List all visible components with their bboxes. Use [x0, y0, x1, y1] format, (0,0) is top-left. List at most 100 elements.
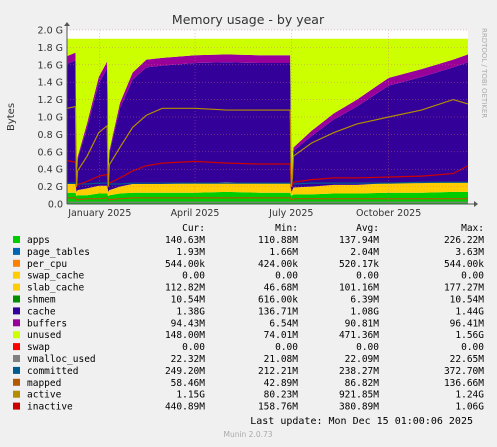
- legend-value: 0.00: [182, 271, 205, 282]
- last-update: Last update: Mon Dec 15 01:00:06 2025: [250, 416, 473, 427]
- legend-value: 0.00: [356, 342, 379, 353]
- y-tick-label: 1.4 G: [38, 78, 64, 89]
- legend-value: 544.00k: [444, 259, 484, 270]
- legend-value: 0.00: [356, 271, 379, 282]
- legend-value: 58.46M: [171, 378, 206, 389]
- legend-value: 2.04M: [350, 247, 379, 258]
- legend-value: 1.38G: [176, 306, 205, 317]
- legend-label: buffers: [27, 318, 67, 329]
- chart-title: Memory usage - by year: [172, 12, 325, 27]
- legend-label: swap: [27, 342, 50, 353]
- legend-value: 471.36M: [339, 330, 379, 341]
- y-tick-label: 0.8 G: [38, 130, 64, 141]
- legend-header: Max:: [461, 223, 484, 234]
- munin-version: Munin 2.0.73: [223, 430, 272, 439]
- legend-label: active: [27, 390, 62, 401]
- legend-label: apps: [27, 235, 50, 246]
- legend-label: page_tables: [27, 247, 90, 258]
- legend-value: 616.00k: [258, 295, 298, 306]
- legend-value: 249.20M: [165, 366, 205, 377]
- legend-value: 238.27M: [339, 366, 379, 377]
- legend-swatch-vmalloc-used: [13, 355, 20, 362]
- legend-value: 46.68M: [264, 283, 299, 294]
- legend-value: 74.01M: [264, 330, 299, 341]
- legend-value: 1.44G: [455, 306, 484, 317]
- line-mapped: [67, 197, 468, 201]
- legend-label: shmem: [27, 295, 56, 306]
- legend-value: 140.63M: [165, 235, 205, 246]
- legend-header: Cur:: [182, 223, 205, 234]
- legend-value: 137.94M: [339, 235, 379, 246]
- y-axis-label: Bytes: [6, 103, 17, 131]
- legend-value: 520.17k: [339, 259, 379, 270]
- legend-swatch-mapped: [13, 378, 20, 386]
- area-slab-cache: [67, 182, 468, 197]
- legend-value: 1.66M: [269, 247, 298, 258]
- legend-value: 22.65M: [450, 354, 485, 365]
- legend-label: inactive: [27, 402, 73, 413]
- legend-label: cache: [27, 306, 56, 317]
- legend-value: 424.00k: [258, 259, 298, 270]
- y-tick-label: 1.6 G: [38, 60, 64, 71]
- legend-value: 110.88M: [258, 235, 298, 246]
- legend-swatch-apps: [13, 236, 20, 243]
- legend-value: 921.85M: [339, 390, 379, 401]
- legend-value: 0.00: [275, 271, 298, 282]
- gridlines: [67, 29, 468, 204]
- y-tick-label: 1.8 G: [38, 43, 64, 54]
- x-tick-labels: January 2025 April 2025 July 2025 October 2…: [67, 208, 421, 219]
- legend-value: 544.00k: [165, 259, 205, 270]
- y-tick-label: 1.2 G: [38, 95, 64, 106]
- legend-value: 380.89M: [339, 402, 379, 413]
- legend-value: 0.00: [461, 271, 484, 282]
- axes: [64, 22, 478, 207]
- x-axis-arrow: [474, 201, 478, 207]
- area-buffers: [67, 52, 468, 180]
- legend-swatch-slab-cache: [13, 283, 20, 291]
- legend-value: 21.08M: [264, 354, 299, 365]
- legend-value: 1.06G: [455, 402, 484, 413]
- legend-label: vmalloc_used: [27, 354, 96, 365]
- x-tick-label: July 2025: [268, 208, 313, 219]
- legend-swatch-page-tables: [13, 247, 20, 255]
- area-unused: [67, 38, 468, 179]
- legend-value: 1.56G: [455, 330, 484, 341]
- legend-swatch-swap-cache: [13, 271, 20, 279]
- y-tick-label: 0.6 G: [38, 147, 64, 158]
- legend-value: 0.00: [461, 342, 484, 353]
- legend-value: 3.63M: [455, 247, 484, 258]
- legend-label: committed: [27, 366, 78, 377]
- legend-value: 10.54M: [450, 295, 485, 306]
- legend-swatch-swap: [13, 343, 20, 351]
- legend-value: 136.66M: [444, 378, 484, 389]
- legend-swatch-unused: [13, 331, 20, 339]
- y-tick-label: 0.4 G: [38, 165, 64, 176]
- legend-swatch-shmem: [13, 295, 20, 303]
- legend-label: mapped: [27, 378, 61, 389]
- legend-value: 226.22M: [444, 235, 484, 246]
- legend-value: 94.43M: [171, 318, 206, 329]
- legend-value: 6.39M: [350, 295, 379, 306]
- legend-header: Avg:: [356, 223, 379, 234]
- legend-value: 212.21M: [258, 366, 298, 377]
- legend-value: 0.00: [182, 342, 205, 353]
- legend-value: 90.81M: [345, 318, 380, 329]
- legend-value: 101.16M: [339, 283, 379, 294]
- y-tick-label: 2.0 G: [38, 26, 64, 37]
- legend-swatch-committed: [13, 366, 20, 374]
- legend-label: per_cpu: [27, 259, 67, 270]
- legend-value: 1.93M: [176, 247, 205, 258]
- legend-value: 96.41M: [450, 318, 485, 329]
- stacked-areas: [67, 38, 468, 204]
- legend-swatch-per-cpu: [13, 259, 20, 267]
- legend-swatch-cache: [13, 307, 20, 315]
- line-inactive: [66, 159, 469, 189]
- legend-swatch-active: [13, 390, 20, 398]
- x-tick-label: October 2025: [356, 208, 421, 219]
- legend-label: swap_cache: [27, 271, 84, 282]
- legend-value: 10.54M: [171, 295, 206, 306]
- legend-label: unused: [27, 330, 61, 341]
- y-tick-label: 0.0: [48, 200, 63, 211]
- legend-value: 80.23M: [264, 390, 299, 401]
